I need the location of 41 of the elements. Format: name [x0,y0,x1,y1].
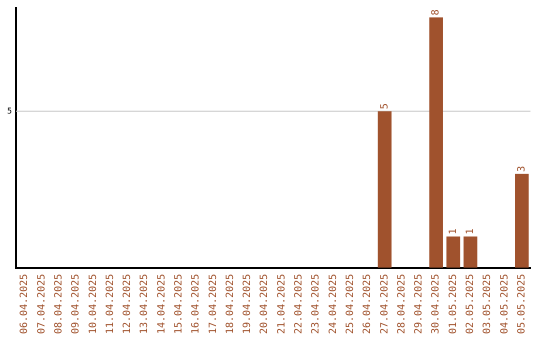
x-tick-label: 19.04.2025 [242,274,254,334]
x-tick-label: 22.04.2025 [294,274,305,334]
x-tick-label: 24.04.2025 [328,274,339,334]
bar [515,174,529,268]
x-tick-label: 29.04.2025 [414,274,425,334]
data-label: 5 [379,103,390,110]
x-tick-label: 05.05.2025 [516,274,528,334]
data-label: 8 [430,9,442,16]
x-tick-label: 15.04.2025 [174,274,184,334]
x-tick-label: 23.04.2025 [310,274,322,334]
x-tick-label: 12.04.2025 [122,274,134,334]
x-tick-label: 03.05.2025 [482,274,494,334]
x-tick-label: 25.04.2025 [344,274,356,334]
data-label: 1 [465,228,476,234]
x-tick-label: 26.04.2025 [362,274,374,334]
x-tick-label: 02.05.2025 [465,274,476,334]
x-tick-label: 17.04.2025 [208,274,219,334]
x-tick-label: 08.04.2025 [53,274,64,334]
x-tick-label: 27.04.2025 [379,274,390,334]
x-tick-label: 01.05.2025 [448,274,459,334]
x-tick-label: 07.04.2025 [36,274,48,334]
x-tick-label: 11.04.2025 [104,274,116,334]
ref-line-label: 5 [7,106,12,116]
x-tick-label: 04.05.2025 [499,274,510,334]
x-tick-label: 13.04.2025 [139,274,150,334]
x-tick-label: 09.04.2025 [70,274,82,334]
x-tick-label: 20.04.2025 [259,274,270,334]
data-label: 3 [516,166,528,172]
x-tick-label: 30.04.2025 [430,274,442,334]
x-tick-label: 28.04.2025 [396,274,408,334]
bar [464,236,478,268]
data-label: 1 [448,228,459,234]
bar [446,236,460,268]
bar [429,17,443,268]
x-tick-label: 18.04.2025 [224,274,236,334]
x-tick-label: 14.04.2025 [156,274,168,334]
x-tick-label: 10.04.2025 [88,274,99,334]
x-tick-label: 06.04.2025 [19,274,30,334]
x-tick-label: 16.04.2025 [190,274,202,334]
x-tick-label: 21.04.2025 [276,274,288,334]
bar [378,111,392,268]
